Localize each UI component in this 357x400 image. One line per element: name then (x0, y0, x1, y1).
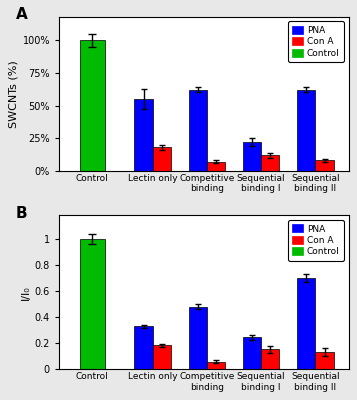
Bar (261, 155, 279, 171)
Bar (316, 352, 333, 370)
Y-axis label: SWCNTs (%): SWCNTs (%) (8, 60, 18, 128)
Legend: PNA, Con A, Control: PNA, Con A, Control (288, 220, 344, 261)
Bar (189, 90, 207, 171)
Bar (152, 147, 171, 171)
Y-axis label: I/I₀: I/I₀ (20, 285, 30, 300)
Bar (297, 278, 316, 370)
Bar (297, 90, 316, 171)
Bar (261, 349, 279, 370)
Bar (189, 307, 207, 370)
Bar (243, 338, 261, 370)
Bar (243, 142, 261, 171)
Legend: PNA, Con A, Control: PNA, Con A, Control (288, 21, 344, 62)
Bar (207, 362, 225, 370)
Bar (207, 162, 225, 171)
Bar (152, 345, 171, 370)
Bar (316, 160, 333, 171)
Text: B: B (16, 206, 27, 221)
Bar (80, 40, 105, 171)
Bar (135, 99, 152, 171)
Bar (80, 239, 105, 370)
Bar (135, 326, 152, 370)
Text: A: A (16, 8, 27, 22)
